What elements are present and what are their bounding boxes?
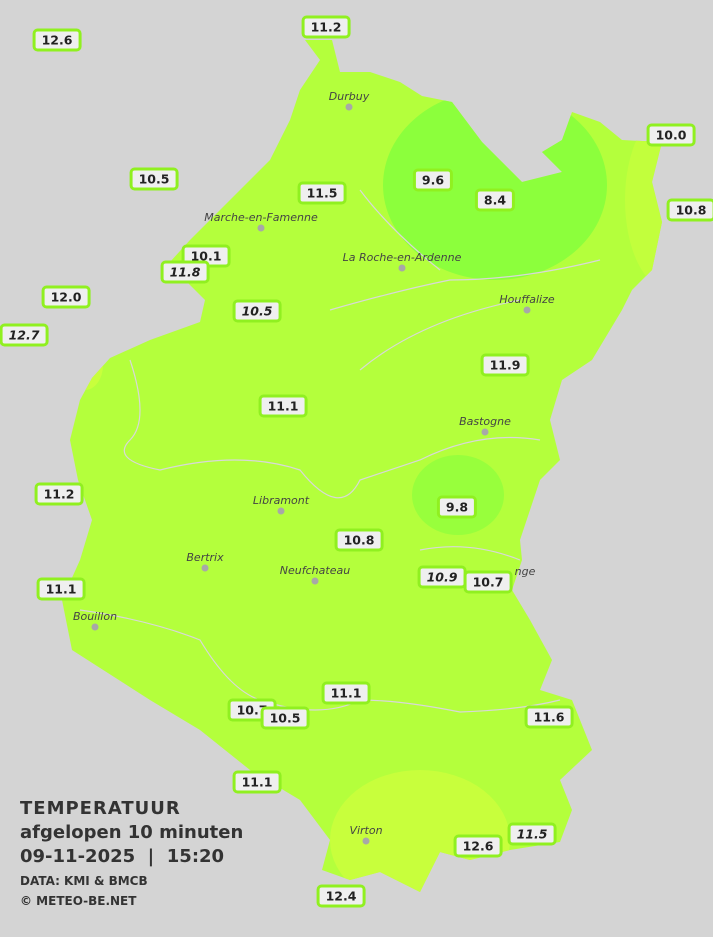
town-label: Bouillon	[72, 610, 118, 623]
cool-zone-bastogne	[412, 455, 504, 535]
station-temperature[interactable]: 11.8	[160, 260, 210, 284]
town-marker	[311, 577, 319, 585]
station-temperature[interactable]: 11.2	[34, 482, 84, 506]
map-legend: TEMPERATUUR afgelopen 10 minuten 09-11-2…	[20, 797, 243, 911]
town-marker	[277, 507, 285, 515]
town-marker	[257, 224, 265, 232]
station-temperature[interactable]: 10.8	[666, 198, 713, 222]
station-temperature[interactable]: 11.1	[36, 577, 86, 601]
station-temperature[interactable]: 11.6	[524, 705, 574, 729]
town-label: La Roche-en-Ardenne	[342, 251, 462, 264]
station-temperature[interactable]: 10.9	[417, 565, 467, 589]
station-temperature[interactable]: 11.1	[321, 681, 371, 705]
station-temperature[interactable]: 12.6	[32, 28, 82, 52]
station-temperature[interactable]: 9.8	[436, 495, 478, 519]
border-line	[123, 359, 541, 499]
town-label: Bertrix	[186, 551, 224, 564]
border-line	[79, 609, 561, 713]
station-temperature[interactable]: 12.6	[453, 834, 503, 858]
border-line	[359, 189, 521, 561]
station-temperature[interactable]: 11.1	[232, 770, 282, 794]
town-marker	[345, 103, 353, 111]
warm-zone-west	[67, 340, 103, 390]
legend-source: DATA: KMI & BMCB	[20, 874, 148, 888]
town-label: Libramont	[252, 494, 310, 507]
station-temperature[interactable]: 12.0	[41, 285, 91, 309]
station-temperature[interactable]: 10.8	[334, 528, 384, 552]
warm-zone-east	[625, 110, 662, 290]
town-label: Marche-en-Famenne	[204, 211, 318, 224]
station-temperature[interactable]: 11.5	[507, 822, 557, 846]
border-line	[329, 259, 601, 371]
town-marker	[523, 306, 531, 314]
legend-title: TEMPERATUUR	[20, 798, 181, 819]
station-temperature[interactable]: 12.7	[0, 323, 49, 347]
town-label: nge	[514, 565, 536, 578]
legend-copyright: © METEO-BE.NET	[20, 894, 137, 908]
town-label: Virton	[349, 824, 383, 837]
town-label: Bastogne	[459, 415, 511, 428]
town-marker	[91, 623, 99, 631]
station-temperature[interactable]: 9.6	[412, 168, 454, 192]
town-marker	[362, 837, 370, 845]
town-marker	[481, 428, 489, 436]
town-label: Durbuy	[328, 90, 370, 103]
station-temperature[interactable]: 8.4	[474, 188, 516, 212]
station-temperature[interactable]: 11.5	[297, 181, 347, 205]
legend-datetime: 09-11-2025 | 15:20	[20, 846, 225, 867]
station-temperature[interactable]: 11.2	[301, 15, 351, 39]
station-temperature[interactable]: 10.5	[129, 167, 179, 191]
town-label: Houffalize	[499, 293, 555, 306]
station-temperature[interactable]: 12.4	[316, 884, 366, 908]
legend-period: afgelopen 10 minuten	[20, 822, 244, 843]
station-temperature[interactable]: 10.5	[232, 299, 282, 323]
station-temperature[interactable]: 10.0	[646, 123, 696, 147]
station-temperature[interactable]: 10.7	[463, 570, 513, 594]
station-temperature[interactable]: 11.1	[258, 394, 308, 418]
station-temperature[interactable]: 10.5	[260, 706, 310, 730]
town-label: Neufchateau	[279, 564, 351, 577]
station-temperature[interactable]: 11.9	[480, 353, 530, 377]
town-marker	[201, 564, 209, 572]
town-marker	[398, 264, 406, 272]
